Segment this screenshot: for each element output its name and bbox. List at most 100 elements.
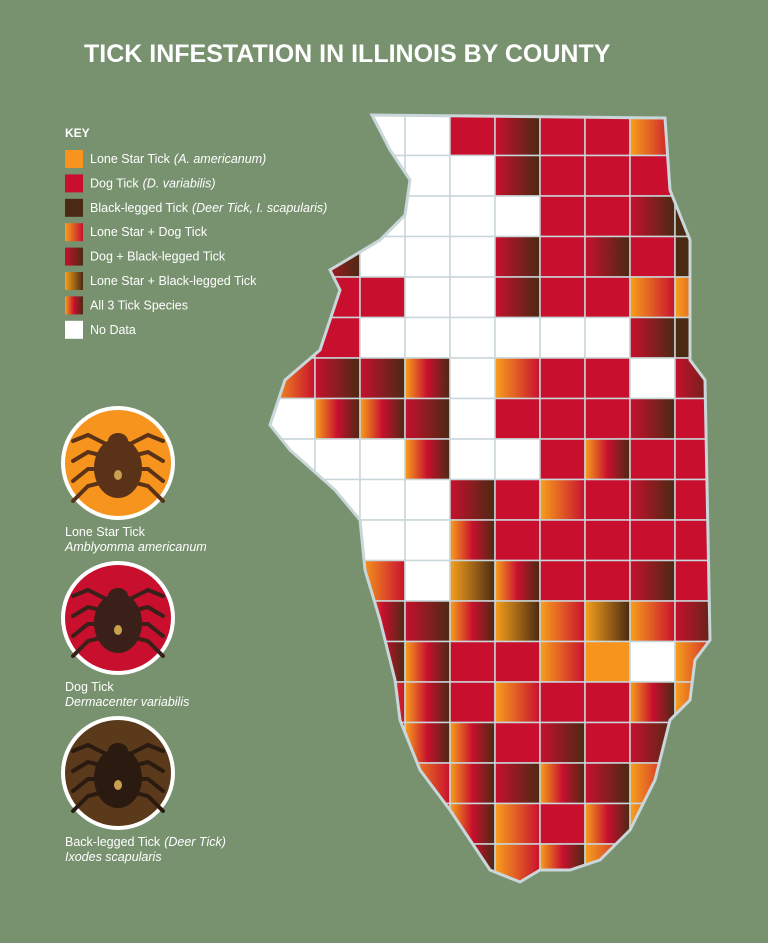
county (674, 600, 710, 643)
tick-name-text: Back-legged Tick (65, 835, 161, 849)
county (404, 519, 451, 562)
legend-entry: Dog + Black-legged Tick (90, 250, 226, 264)
county (584, 478, 631, 521)
county (449, 397, 496, 440)
county (629, 235, 676, 278)
county (494, 276, 541, 319)
county (584, 438, 631, 481)
county (539, 478, 586, 521)
county (674, 397, 710, 440)
county (539, 397, 586, 440)
county (449, 195, 496, 238)
county (314, 357, 361, 400)
tick-species: Amblyomma americanum (64, 540, 207, 554)
county (629, 276, 676, 319)
county (359, 438, 406, 481)
county (584, 681, 631, 724)
county (494, 600, 541, 643)
tick-name: Dog Tick (65, 680, 114, 694)
county (674, 559, 710, 602)
county (359, 357, 406, 400)
legend-note: (Deer Tick, I. scapularis) (192, 201, 327, 215)
county (404, 276, 451, 319)
county (539, 316, 586, 359)
legend-entry: Lone Star + Dog Tick (90, 225, 208, 239)
county (584, 316, 631, 359)
county (539, 235, 586, 278)
county (359, 316, 406, 359)
county (539, 519, 586, 562)
county (629, 519, 676, 562)
county (584, 357, 631, 400)
county (449, 438, 496, 481)
legend-label: Dog Tick (90, 176, 139, 190)
legend-label: Lone Star + Dog Tick (90, 225, 208, 239)
county (449, 762, 496, 805)
county (404, 478, 451, 521)
tick-illustration (71, 432, 165, 503)
county (449, 154, 496, 197)
county (449, 640, 496, 683)
county (404, 154, 451, 197)
county (449, 559, 496, 602)
county (404, 195, 451, 238)
legend-swatch (65, 198, 83, 217)
county (494, 721, 541, 764)
county (449, 276, 496, 319)
county (449, 519, 496, 562)
county (539, 195, 586, 238)
county (449, 600, 496, 643)
legend-entry: Lone Star Tick (A. americanum) (90, 152, 266, 166)
county (404, 438, 451, 481)
county (584, 115, 631, 157)
legend-label: Lone Star + Black-legged Tick (90, 274, 257, 288)
county (314, 397, 361, 440)
county (674, 478, 710, 521)
tick-species: Dermacenter variabilis (65, 695, 189, 709)
county (539, 721, 586, 764)
legend-swatch (65, 223, 83, 242)
legend-note: (A. americanum) (174, 152, 266, 166)
tick-name: Lone Star Tick (65, 525, 146, 539)
county (494, 681, 541, 724)
county (404, 559, 451, 602)
county (539, 438, 586, 481)
county (539, 559, 586, 602)
county (494, 640, 541, 683)
county (539, 802, 586, 845)
county (674, 519, 710, 562)
county (629, 195, 676, 238)
county (494, 478, 541, 521)
tick-illustration (71, 742, 165, 813)
county (629, 600, 676, 643)
county (404, 681, 451, 724)
county (584, 519, 631, 562)
county (494, 519, 541, 562)
legend-note: (D. variabilis) (143, 176, 216, 190)
county (629, 316, 676, 359)
county (359, 276, 406, 319)
county (584, 195, 631, 238)
county (404, 357, 451, 400)
county (359, 397, 406, 440)
tick-illustration (71, 587, 165, 658)
county (584, 235, 631, 278)
county (539, 762, 586, 805)
county (539, 640, 586, 683)
county (584, 397, 631, 440)
county (584, 762, 631, 805)
county (404, 115, 451, 157)
legend-swatch (65, 320, 83, 339)
county (404, 600, 451, 643)
legend-swatch (65, 272, 83, 290)
county (494, 438, 541, 481)
legend-entry: Lone Star + Black-legged Tick (90, 274, 257, 288)
legend-swatch (65, 247, 83, 266)
county (539, 681, 586, 724)
county (539, 154, 586, 197)
county (404, 640, 451, 683)
county (449, 681, 496, 724)
tick-species: Ixodes scapularis (65, 850, 162, 864)
county (494, 397, 541, 440)
